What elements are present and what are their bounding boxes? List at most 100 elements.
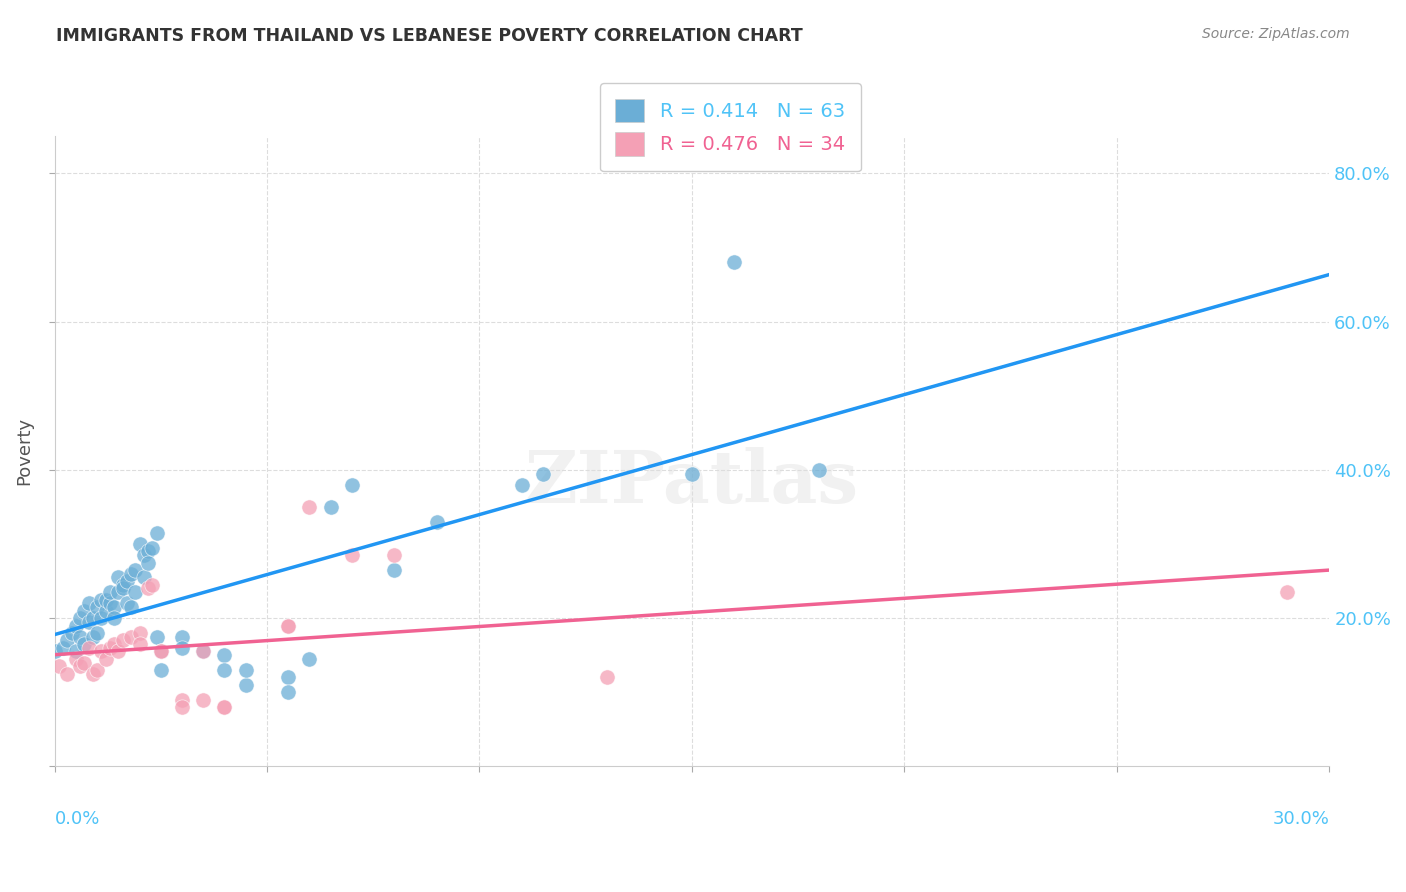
Text: 30.0%: 30.0% (1272, 811, 1329, 829)
Lebanese (1275, 585, 1298, 599)
Immigrants from Thailand (141, 541, 163, 555)
Immigrants from Thailand (86, 626, 108, 640)
Immigrants from Thailand (90, 611, 112, 625)
Lebanese (277, 618, 299, 632)
Lebanese (128, 626, 150, 640)
Lebanese (65, 652, 87, 666)
Immigrants from Thailand (98, 585, 121, 599)
Immigrants from Thailand (115, 574, 138, 588)
Immigrants from Thailand (426, 515, 449, 529)
Immigrants from Thailand (65, 618, 87, 632)
Immigrants from Thailand (90, 592, 112, 607)
Lebanese (48, 659, 70, 673)
Immigrants from Thailand (298, 652, 321, 666)
Immigrants from Thailand (128, 537, 150, 551)
Lebanese (103, 637, 125, 651)
Immigrants from Thailand (60, 626, 83, 640)
Lebanese (277, 618, 299, 632)
Immigrants from Thailand (65, 644, 87, 658)
Immigrants from Thailand (56, 633, 79, 648)
Immigrants from Thailand (103, 611, 125, 625)
Immigrants from Thailand (149, 663, 172, 677)
Immigrants from Thailand (77, 615, 100, 629)
Immigrants from Thailand (107, 585, 129, 599)
Text: ZIPatlas: ZIPatlas (524, 448, 859, 518)
Lebanese (69, 659, 91, 673)
Immigrants from Thailand (214, 663, 236, 677)
Lebanese (193, 644, 215, 658)
Lebanese (596, 670, 619, 684)
Immigrants from Thailand (145, 525, 167, 540)
Lebanese (136, 582, 159, 596)
Immigrants from Thailand (124, 563, 146, 577)
Immigrants from Thailand (145, 630, 167, 644)
Immigrants from Thailand (94, 592, 117, 607)
Immigrants from Thailand (319, 500, 342, 514)
Immigrants from Thailand (340, 477, 363, 491)
Text: Source: ZipAtlas.com: Source: ZipAtlas.com (1202, 27, 1350, 41)
Immigrants from Thailand (808, 463, 831, 477)
Lebanese (82, 666, 104, 681)
Immigrants from Thailand (69, 630, 91, 644)
Lebanese (141, 578, 163, 592)
Text: IMMIGRANTS FROM THAILAND VS LEBANESE POVERTY CORRELATION CHART: IMMIGRANTS FROM THAILAND VS LEBANESE POV… (56, 27, 803, 45)
Immigrants from Thailand (170, 630, 193, 644)
Immigrants from Thailand (681, 467, 703, 481)
Immigrants from Thailand (214, 648, 236, 662)
Immigrants from Thailand (531, 467, 554, 481)
Lebanese (170, 700, 193, 714)
Legend: R = 0.414   N = 63, R = 0.476   N = 34: R = 0.414 N = 63, R = 0.476 N = 34 (599, 83, 860, 171)
Lebanese (214, 700, 236, 714)
Immigrants from Thailand (82, 611, 104, 625)
Lebanese (111, 633, 134, 648)
Lebanese (120, 630, 142, 644)
Immigrants from Thailand (52, 640, 75, 655)
Immigrants from Thailand (132, 570, 155, 584)
Immigrants from Thailand (136, 556, 159, 570)
Lebanese (340, 548, 363, 562)
Lebanese (94, 652, 117, 666)
Lebanese (149, 644, 172, 658)
Lebanese (90, 644, 112, 658)
Lebanese (214, 700, 236, 714)
Immigrants from Thailand (120, 599, 142, 614)
Immigrants from Thailand (277, 685, 299, 699)
Lebanese (128, 637, 150, 651)
Lebanese (77, 640, 100, 655)
Lebanese (384, 548, 406, 562)
Immigrants from Thailand (120, 566, 142, 581)
Immigrants from Thailand (170, 640, 193, 655)
Lebanese (56, 666, 79, 681)
Immigrants from Thailand (82, 630, 104, 644)
Lebanese (298, 500, 321, 514)
Immigrants from Thailand (73, 604, 96, 618)
Immigrants from Thailand (149, 644, 172, 658)
Immigrants from Thailand (277, 670, 299, 684)
Immigrants from Thailand (94, 604, 117, 618)
Lebanese (73, 656, 96, 670)
Immigrants from Thailand (77, 596, 100, 610)
Immigrants from Thailand (193, 644, 215, 658)
Immigrants from Thailand (510, 477, 533, 491)
Immigrants from Thailand (235, 678, 257, 692)
Lebanese (86, 663, 108, 677)
Immigrants from Thailand (98, 596, 121, 610)
Lebanese (98, 640, 121, 655)
Immigrants from Thailand (235, 663, 257, 677)
Lebanese (193, 692, 215, 706)
Lebanese (149, 644, 172, 658)
Immigrants from Thailand (111, 582, 134, 596)
Immigrants from Thailand (384, 563, 406, 577)
Text: 0.0%: 0.0% (55, 811, 100, 829)
Immigrants from Thailand (103, 599, 125, 614)
Immigrants from Thailand (69, 611, 91, 625)
Lebanese (170, 692, 193, 706)
Immigrants from Thailand (115, 596, 138, 610)
Lebanese (107, 644, 129, 658)
Immigrants from Thailand (132, 548, 155, 562)
Immigrants from Thailand (723, 255, 745, 269)
Immigrants from Thailand (73, 637, 96, 651)
Immigrants from Thailand (124, 585, 146, 599)
Immigrants from Thailand (44, 644, 66, 658)
Immigrants from Thailand (136, 544, 159, 558)
